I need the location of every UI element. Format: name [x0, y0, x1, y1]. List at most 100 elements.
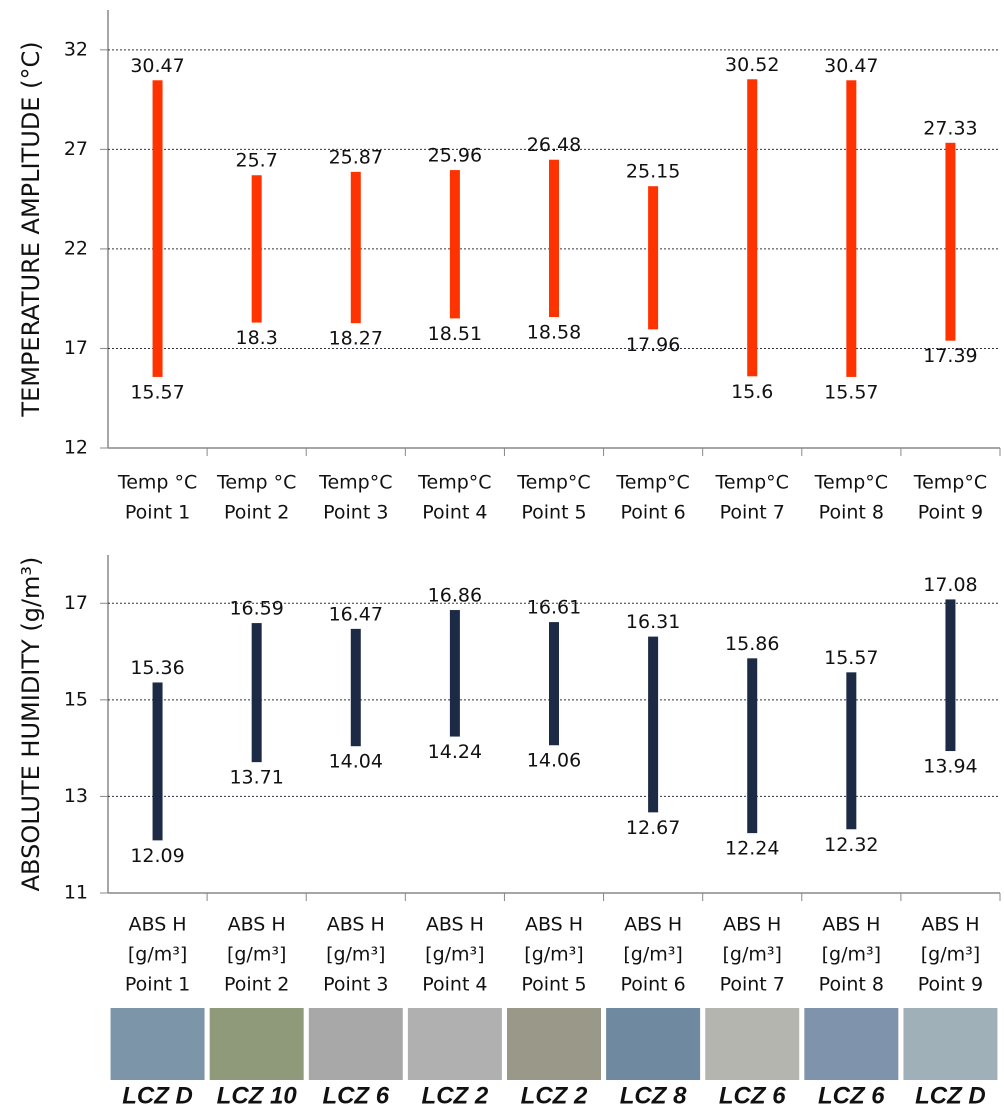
range-bar	[350, 628, 361, 747]
range-bar	[945, 599, 956, 752]
zone-label: LCZ 2	[422, 1082, 489, 1109]
x-tick-label: Point 8	[819, 974, 884, 996]
x-tick-label: [g/m³]	[623, 944, 682, 966]
low-label: 12.32	[824, 834, 878, 856]
x-tick-label: [g/m³]	[227, 944, 286, 966]
x-tick-label: Point 7	[720, 974, 785, 996]
range-bar	[549, 622, 559, 746]
x-tick-label: Point 1	[125, 502, 190, 524]
x-tick-label: ABS H	[525, 914, 583, 936]
x-tick-label: [g/m³]	[326, 944, 385, 966]
range-bar	[549, 159, 559, 317]
x-tick-label: ABS H	[327, 914, 385, 936]
x-tick-label: ABS H	[822, 914, 880, 936]
range-bar	[350, 171, 361, 324]
x-tick-label: ABS H	[426, 914, 484, 936]
y-axis-label: TEMPERATURE AMPLITUDE (°C)	[17, 41, 45, 417]
low-label: 15.57	[130, 381, 184, 403]
y-tick-label: 17	[64, 337, 88, 359]
x-tick-label: Point 4	[422, 502, 487, 524]
zone-label: LCZ 10	[217, 1082, 298, 1109]
y-tick-label: 15	[64, 688, 88, 710]
range-bar	[747, 658, 758, 834]
x-tick-label: Temp°C	[715, 472, 789, 494]
x-tick-label: Point 2	[224, 974, 289, 996]
x-tick-label: Temp°C	[814, 472, 888, 494]
low-label: 12.67	[626, 817, 680, 839]
low-label: 17.39	[923, 345, 977, 367]
zone-thumbnail	[903, 1008, 998, 1080]
zone-label: LCZ 6	[719, 1082, 786, 1109]
y-tick-label: 32	[64, 38, 88, 60]
x-tick-label: ABS H	[921, 914, 979, 936]
high-label: 25.7	[236, 150, 278, 172]
y-tick-label: 13	[64, 785, 88, 807]
y-tick-label: 17	[64, 592, 88, 614]
low-label: 18.3	[236, 327, 278, 349]
zone-label: LCZ 6	[818, 1082, 885, 1109]
range-bar	[747, 79, 758, 377]
low-label: 18.58	[527, 321, 581, 343]
range-bar	[251, 623, 262, 763]
high-label: 25.87	[329, 146, 383, 168]
low-label: 18.27	[329, 328, 383, 350]
range-bar	[251, 175, 262, 323]
zone-thumbnail	[705, 1008, 800, 1080]
high-label: 26.48	[527, 134, 581, 156]
x-tick-label: Temp°C	[913, 472, 987, 494]
zone-label: LCZ 6	[322, 1082, 389, 1109]
x-tick-label: Point 2	[224, 502, 289, 524]
x-tick-label: Point 3	[323, 974, 388, 996]
low-label: 12.24	[725, 838, 779, 860]
high-label: 16.86	[428, 585, 482, 607]
zone-thumbnail	[407, 1008, 502, 1080]
high-label: 25.15	[626, 161, 680, 183]
zone-thumbnail	[209, 1008, 304, 1080]
zone-thumbnail	[804, 1008, 899, 1080]
x-tick-label: [g/m³]	[128, 944, 187, 966]
x-tick-label: Temp °C	[117, 472, 197, 494]
high-label: 16.47	[329, 603, 383, 625]
x-tick-label: Point 7	[720, 502, 785, 524]
low-label: 14.06	[527, 750, 581, 772]
zone-label: LCZ 2	[521, 1082, 588, 1109]
y-axis-label: ABSOLUTE HUMIDITY (g/m³)	[17, 557, 45, 892]
y-tick-label: 27	[64, 138, 88, 160]
low-label: 13.71	[229, 767, 283, 789]
low-label: 15.6	[731, 381, 773, 403]
low-label: 14.04	[329, 751, 383, 773]
low-label: 13.94	[923, 756, 977, 778]
high-label: 30.47	[130, 55, 184, 77]
high-label: 15.86	[725, 633, 779, 655]
zone-thumbnail	[110, 1008, 205, 1080]
x-tick-label: ABS H	[129, 914, 187, 936]
x-tick-label: Point 9	[918, 974, 983, 996]
x-tick-label: Temp °C	[216, 472, 296, 494]
x-tick-label: Temp°C	[318, 472, 392, 494]
x-tick-label: [g/m³]	[524, 944, 583, 966]
x-tick-label: Point 5	[521, 502, 586, 524]
x-tick-label: Point 4	[422, 974, 487, 996]
x-tick-label: Temp°C	[615, 472, 689, 494]
range-bar	[846, 672, 857, 830]
x-tick-label: Point 8	[819, 502, 884, 524]
range-bar	[449, 170, 460, 319]
x-tick-label: Point 9	[918, 502, 983, 524]
y-tick-label: 22	[64, 237, 88, 259]
low-label: 12.09	[130, 845, 184, 867]
low-label: 15.57	[824, 381, 878, 403]
x-tick-label: Temp°C	[516, 472, 590, 494]
x-tick-label: [g/m³]	[723, 944, 782, 966]
range-bar	[945, 142, 956, 341]
low-label: 17.96	[626, 334, 680, 356]
x-tick-label: ABS H	[723, 914, 781, 936]
zone-label: LCZ D	[915, 1082, 986, 1109]
high-label: 25.96	[428, 145, 482, 167]
high-label: 15.36	[130, 657, 184, 679]
range-bar	[846, 80, 857, 377]
x-tick-label: Point 1	[125, 974, 190, 996]
range-bar	[449, 610, 460, 737]
x-tick-label: Temp°C	[417, 472, 491, 494]
